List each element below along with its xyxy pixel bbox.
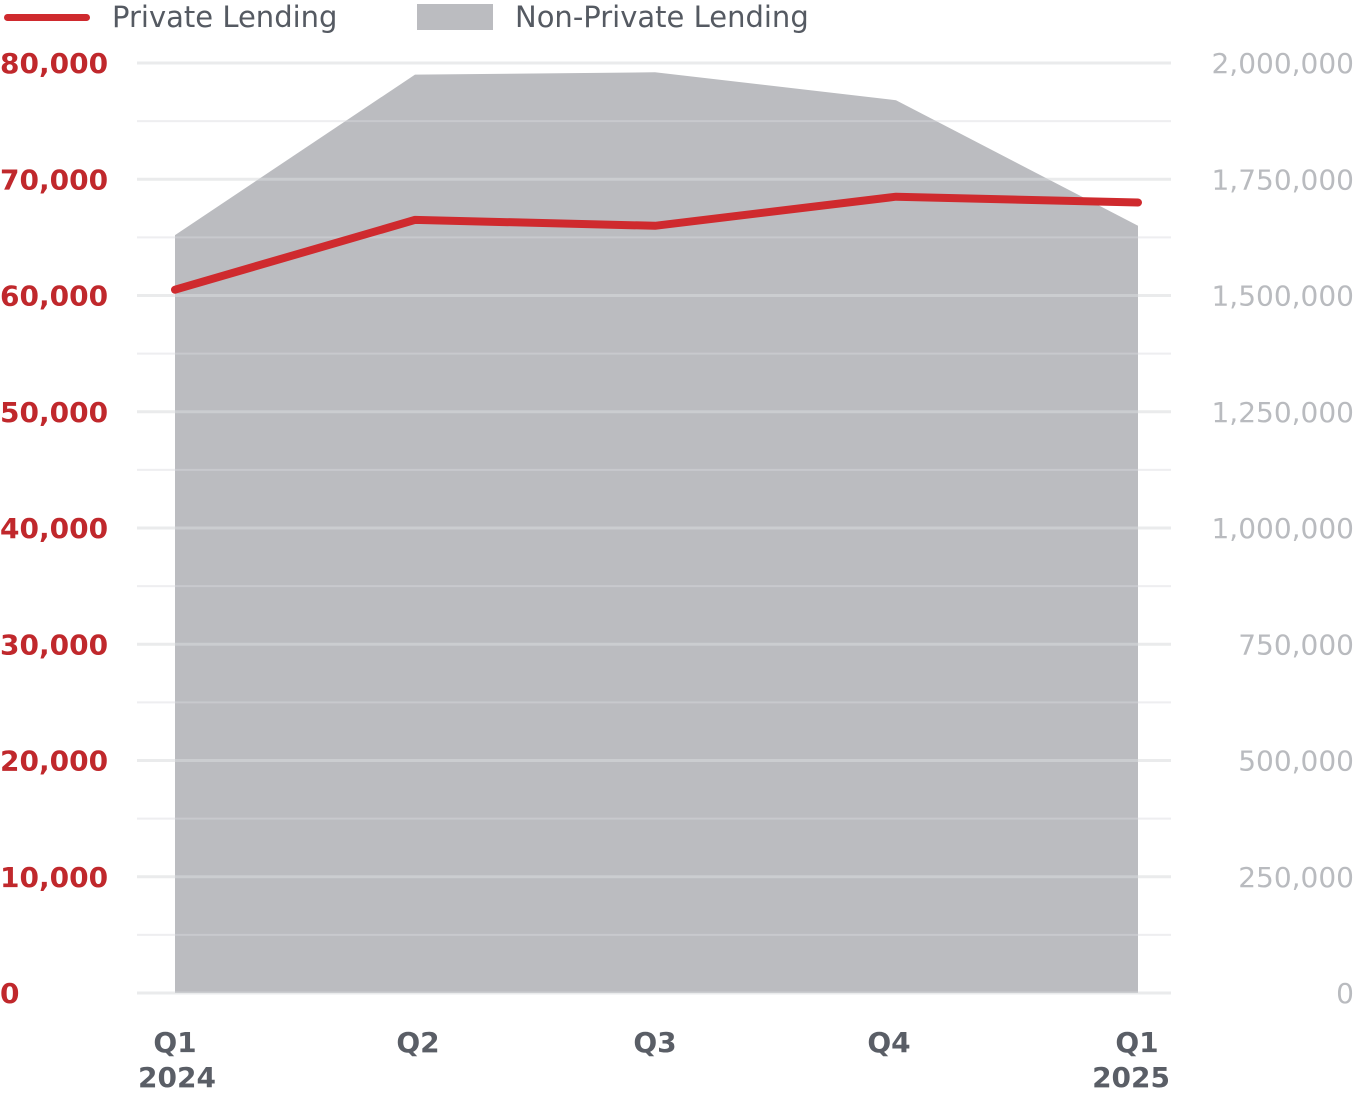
- right-axis-tick-label: 250,000: [1238, 861, 1354, 894]
- left-axis-tick-label: 0: [0, 977, 19, 1010]
- legend-label-non-private-lending: Non-Private Lending: [515, 0, 809, 34]
- x-axis-quarter-label: Q2: [396, 1026, 439, 1059]
- right-axis-ticks: 0 250,000 500,000 750,000 1,000,000 1,250,000…: [1211, 47, 1354, 1010]
- left-axis-tick-label: 80,000: [0, 47, 108, 80]
- right-axis-tick-label: 1,250,000: [1211, 396, 1354, 429]
- x-axis-quarter-label: Q4: [867, 1026, 910, 1059]
- x-axis-quarter-label: Q1: [1115, 1026, 1158, 1059]
- legend-line-swatch: [4, 13, 90, 21]
- left-axis-ticks: 0 10,000 20,000 30,000 40,000 50,000 60,000 70,…: [0, 47, 108, 1010]
- left-axis-tick-label: 40,000: [0, 512, 108, 545]
- legend-label-private-lending: Private Lending: [112, 0, 338, 34]
- left-axis-tick-label: 50,000: [0, 396, 108, 429]
- x-axis-year-label: 2025: [1092, 1061, 1170, 1094]
- x-axis-quarter-label: Q1: [153, 1026, 196, 1059]
- legend-item-private-lending: Private Lending: [4, 0, 337, 34]
- right-axis-tick-label: 0: [1336, 977, 1354, 1010]
- left-axis-tick-label: 70,000: [0, 163, 108, 196]
- right-axis-tick-label: 1,750,000: [1211, 163, 1354, 196]
- right-axis-tick-label: 750,000: [1238, 628, 1354, 661]
- legend-item-non-private-lending: Non-Private Lending: [417, 0, 809, 34]
- x-axis-quarter-label: Q3: [633, 1026, 676, 1059]
- left-axis-tick-label: 60,000: [0, 280, 108, 313]
- area-layer: [175, 72, 1138, 994]
- left-axis-tick-label: 30,000: [0, 628, 108, 661]
- non-private-lending-area: [175, 72, 1138, 994]
- legend: Private Lending Non-Private Lending: [0, 0, 1357, 34]
- x-axis-year-label: 2024: [138, 1061, 216, 1094]
- right-axis-tick-label: 500,000: [1238, 745, 1354, 778]
- right-axis-tick-label: 1,000,000: [1211, 512, 1354, 545]
- right-axis-tick-label: 1,500,000: [1211, 280, 1354, 313]
- legend-area-swatch: [417, 4, 493, 30]
- right-axis-tick-label: 2,000,000: [1211, 47, 1354, 80]
- grid-layer: [137, 61, 1171, 995]
- left-axis-tick-label: 10,000: [0, 861, 108, 894]
- line-layer: [171, 192, 1142, 294]
- left-axis-tick-label: 20,000: [0, 745, 108, 778]
